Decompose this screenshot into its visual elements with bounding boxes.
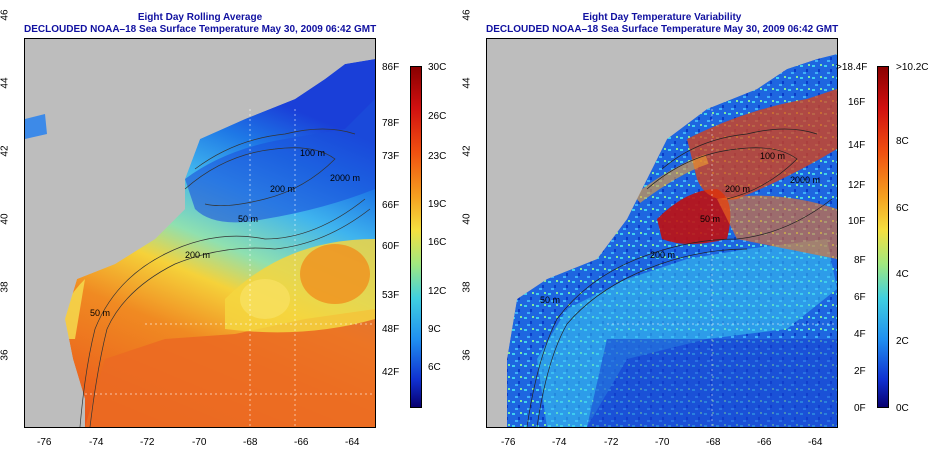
left-cb-f-3: 66F — [382, 200, 400, 211]
left-lat-36: 36 — [0, 349, 11, 361]
right-cb-f-7: 4F — [854, 329, 866, 340]
left-lat-40: 40 — [0, 213, 11, 225]
right-title-line2: DECLOUDED NOAA–18 Sea Surface Temperatur… — [486, 24, 839, 35]
left-cb-c-0: 30C — [428, 62, 447, 73]
left-cb-f-4: 60F — [382, 241, 400, 252]
right-cb-f-1: 16F — [848, 97, 866, 108]
right-lon-74: -74 — [552, 437, 567, 448]
right-contour-2000m: 2000 m — [790, 175, 821, 185]
left-contour-50m-north: 50 m — [238, 214, 259, 224]
left-lon-72: -72 — [140, 437, 155, 448]
left-cb-f-6: 48F — [382, 324, 400, 335]
left-lon-64: -64 — [345, 437, 360, 448]
right-lon-64: -64 — [808, 437, 823, 448]
left-cb-c-3: 19C — [428, 199, 447, 210]
left-lon-68: -68 — [243, 437, 258, 448]
right-lat-44: 44 — [461, 77, 473, 89]
left-lon-76: -76 — [37, 437, 52, 448]
right-cb-f-4: 10F — [848, 216, 866, 227]
left-lat-42: 42 — [0, 145, 11, 157]
right-lon-70: -70 — [655, 437, 670, 448]
left-title-line2: DECLOUDED NOAA–18 Sea Surface Temperatur… — [24, 24, 377, 35]
right-lat-42: 42 — [461, 145, 473, 157]
sst-variability-colorbar — [877, 66, 889, 408]
left-lon-74: -74 — [89, 437, 104, 448]
left-cb-c-2: 23C — [428, 151, 447, 162]
left-cb-f-7: 42F — [382, 367, 400, 378]
right-cb-c-3: 4C — [896, 269, 909, 280]
right-cb-c-5: 0C — [896, 403, 909, 414]
right-contour-50m: 50 m — [540, 295, 561, 305]
right-cb-f-9: 0F — [854, 403, 866, 414]
left-contour-100m: 100 m — [300, 148, 326, 158]
left-cb-f-2: 73F — [382, 151, 400, 162]
right-lon-66: -66 — [757, 437, 772, 448]
right-title-line1: Eight Day Temperature Variability — [582, 12, 742, 23]
left-cb-c-4: 16C — [428, 237, 447, 248]
right-contour-200m-north: 200 m — [725, 184, 751, 194]
right-cb-c-4: 2C — [896, 336, 909, 347]
left-contour-200m: 200 m — [185, 250, 211, 260]
right-lon-68: -68 — [706, 437, 721, 448]
sst-variability-map — [486, 38, 838, 428]
left-cb-f-1: 78F — [382, 118, 400, 129]
right-cb-f-2: 14F — [848, 140, 866, 151]
right-lon-76: -76 — [501, 437, 516, 448]
right-cb-c-1: 8C — [896, 136, 909, 147]
right-cb-c-0: >10.2C — [896, 62, 929, 73]
right-lon-72: -72 — [604, 437, 619, 448]
right-lat-46: 46 — [461, 9, 473, 21]
right-lat-36: 36 — [461, 349, 473, 361]
right-contour-200m: 200 m — [650, 250, 676, 260]
left-contour-200m-north: 200 m — [270, 184, 296, 194]
left-contour-2000m: 2000 m — [330, 173, 361, 183]
left-lat-46: 46 — [0, 9, 11, 21]
right-cb-f-8: 2F — [854, 366, 866, 377]
right-cb-f-5: 8F — [854, 255, 866, 266]
left-lat-44: 44 — [0, 77, 11, 89]
left-lon-70: -70 — [192, 437, 207, 448]
right-cb-f-3: 12F — [848, 180, 866, 191]
right-cb-f-0: >18.4F — [836, 62, 868, 73]
left-title-line1: Eight Day Rolling Average — [137, 12, 263, 23]
right-lat-40: 40 — [461, 213, 473, 225]
left-cb-f-5: 53F — [382, 290, 400, 301]
sst-average-map-image — [25, 39, 375, 427]
left-contour-50m: 50 m — [90, 308, 111, 318]
right-contour-100m: 100 m — [760, 151, 786, 161]
sst-average-colorbar — [410, 66, 422, 408]
right-cb-c-2: 6C — [896, 203, 909, 214]
left-lat-38: 38 — [0, 281, 11, 293]
left-cb-c-1: 26C — [428, 111, 447, 122]
left-cb-f-0: 86F — [382, 62, 400, 73]
sst-variability-map-image — [487, 39, 837, 427]
left-lon-66: -66 — [294, 437, 309, 448]
right-cb-f-6: 6F — [854, 292, 866, 303]
right-lat-38: 38 — [461, 281, 473, 293]
left-cb-c-7: 6C — [428, 362, 441, 373]
left-cb-c-5: 12C — [428, 286, 447, 297]
right-contour-50m-north: 50 m — [700, 214, 721, 224]
left-cb-c-6: 9C — [428, 324, 441, 335]
sst-average-map — [24, 38, 376, 428]
